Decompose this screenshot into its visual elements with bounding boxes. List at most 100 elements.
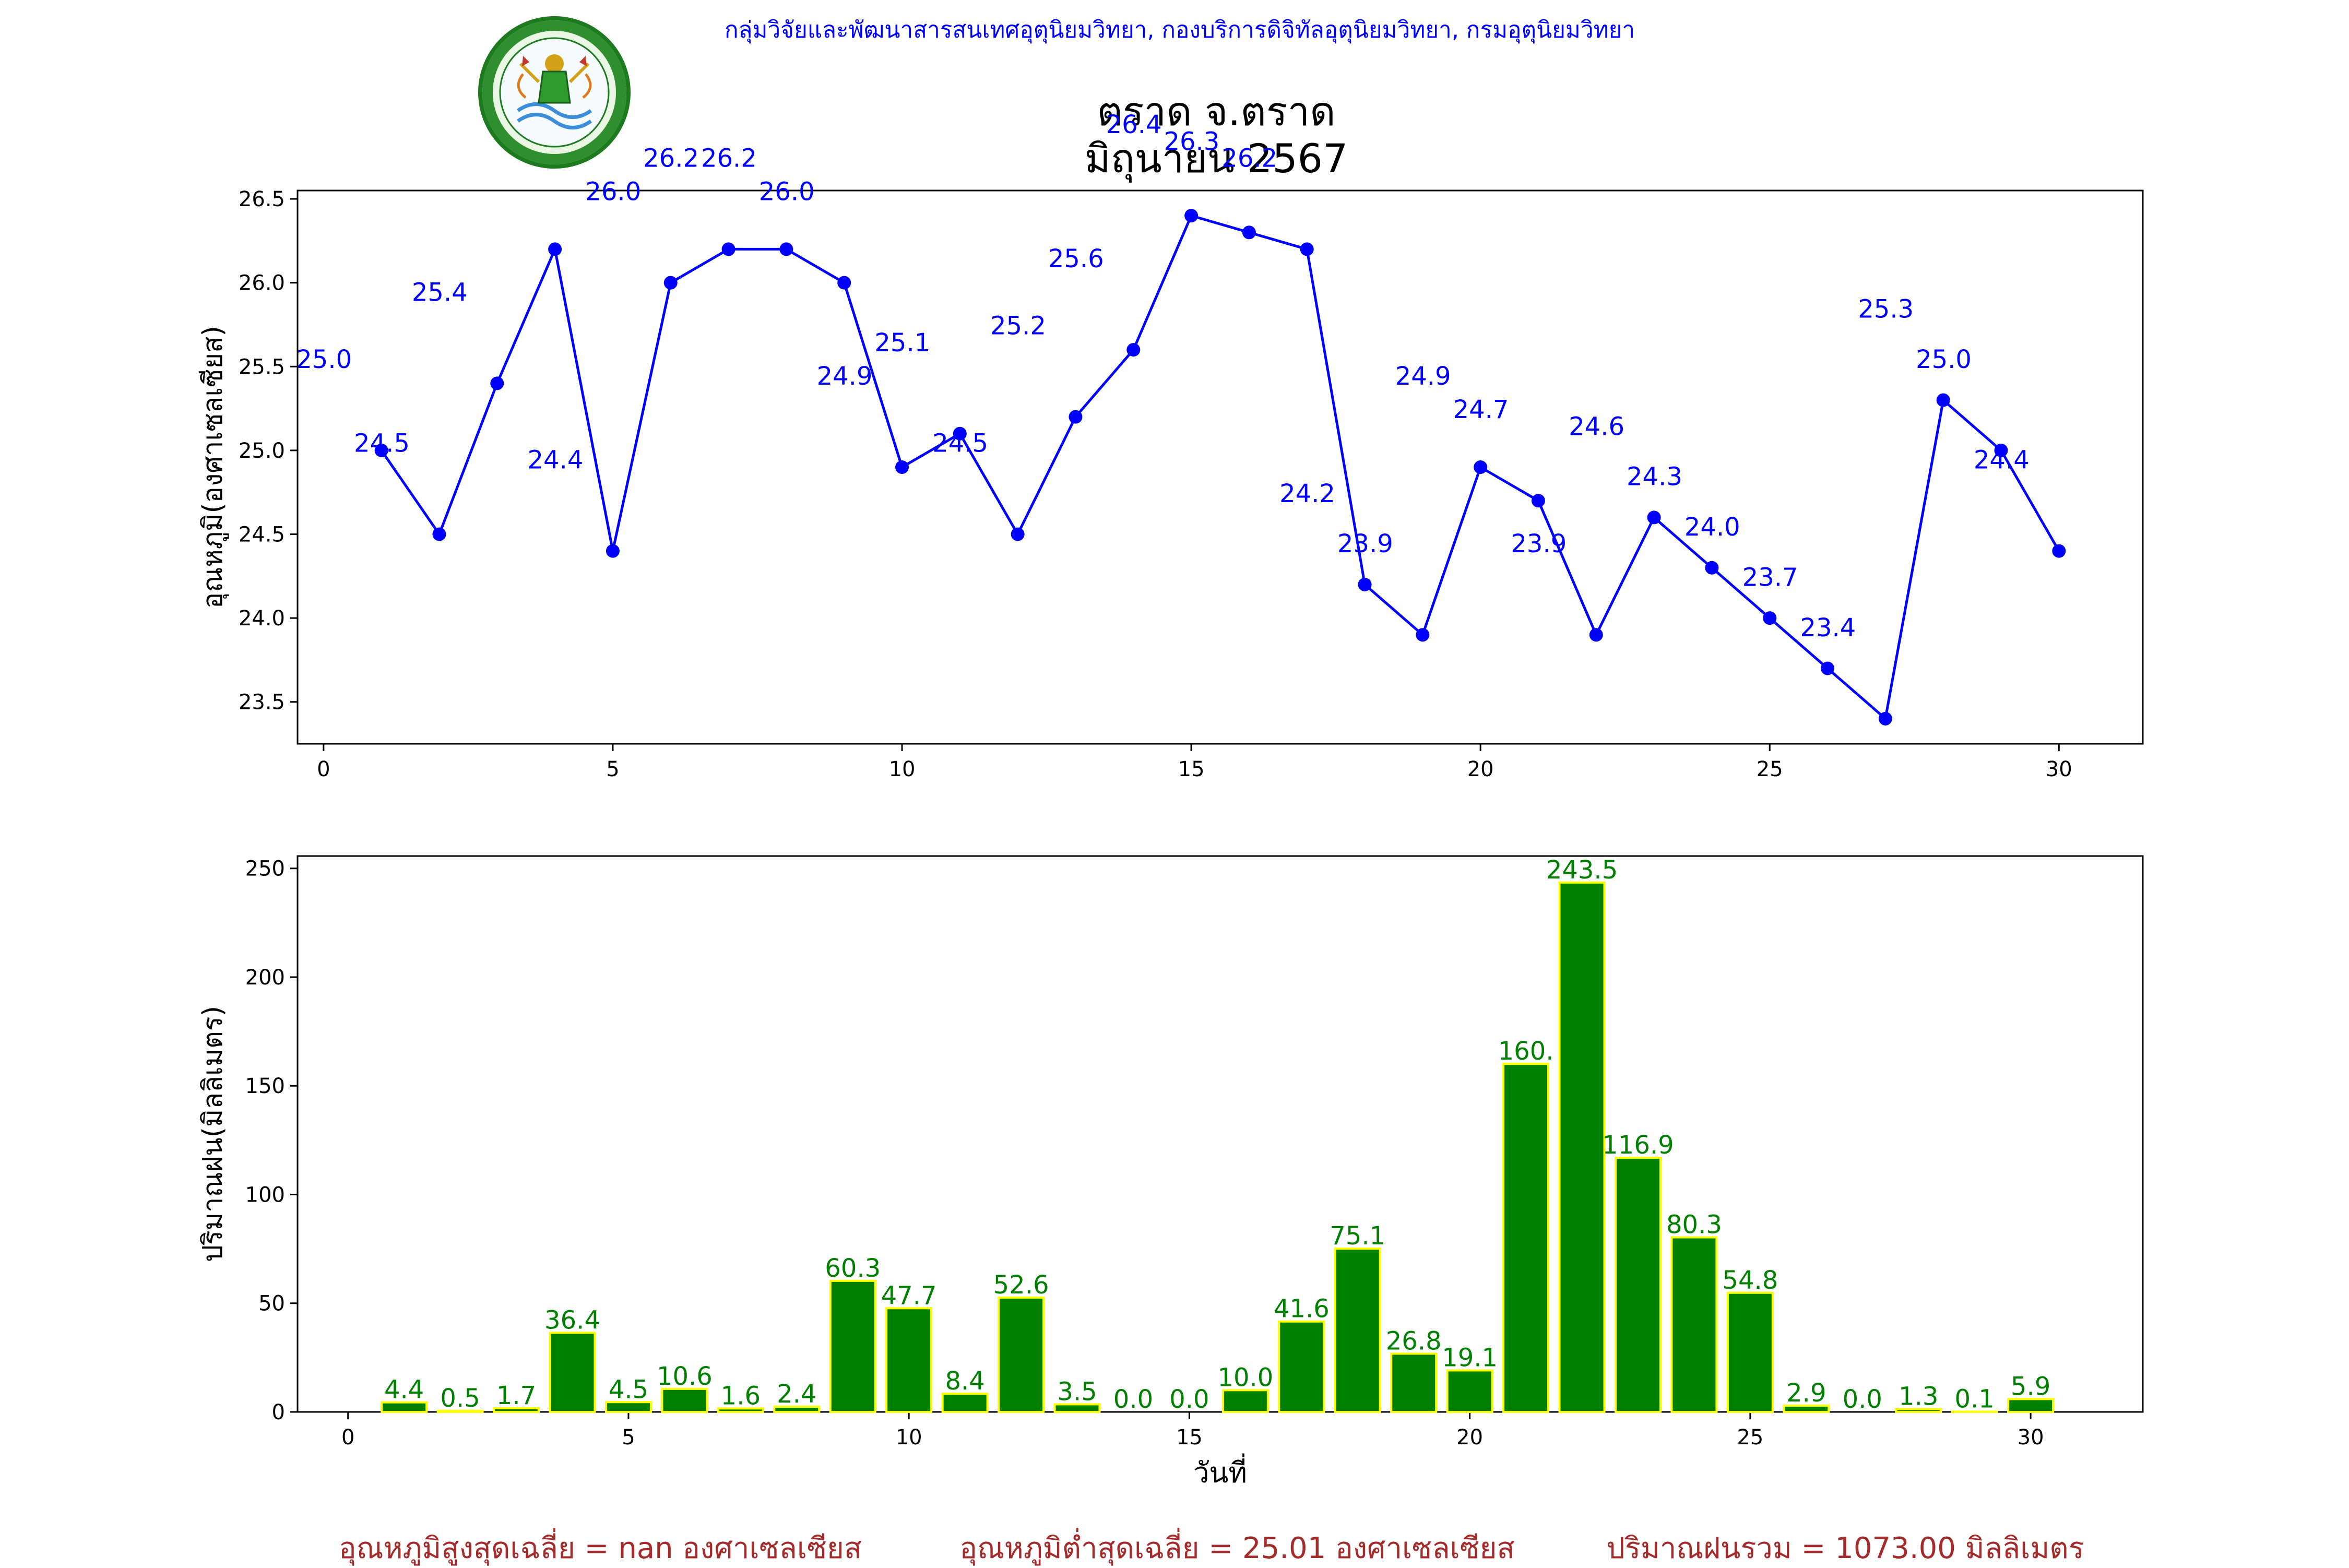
temp-data-label: 26.4 bbox=[1106, 110, 1162, 139]
temp-y-tick-label: 24.0 bbox=[239, 607, 285, 631]
rain-x-tick-label: 20 bbox=[1456, 1426, 1483, 1450]
temp-data-label: 24.7 bbox=[1453, 395, 1509, 424]
rain-data-label: 47.7 bbox=[881, 1281, 937, 1310]
temp-point bbox=[722, 242, 735, 256]
temp-data-label: 25.6 bbox=[1048, 244, 1104, 274]
temp-data-label: 25.4 bbox=[412, 278, 468, 307]
temp-data-label: 26.2 bbox=[701, 144, 757, 173]
temp-series-line bbox=[382, 216, 2059, 719]
temp-x-tick-label: 5 bbox=[606, 757, 619, 781]
rain-data-label: 26.8 bbox=[1386, 1326, 1442, 1356]
rain-data-label: 36.4 bbox=[544, 1305, 600, 1335]
rain-data-label: 60.3 bbox=[825, 1254, 881, 1283]
rain-x-tick-label: 10 bbox=[896, 1426, 922, 1450]
rain-data-label: 0.1 bbox=[1954, 1385, 1994, 1414]
temp-point bbox=[1763, 611, 1776, 625]
rain-data-label: 1.6 bbox=[721, 1381, 761, 1410]
temp-data-label: 26.2 bbox=[643, 144, 699, 173]
temp-point bbox=[1879, 712, 1892, 726]
rain-data-label: 0.0 bbox=[1843, 1385, 1882, 1414]
temp-data-label: 26.0 bbox=[759, 177, 815, 207]
temp-point bbox=[1126, 343, 1140, 357]
temp-point bbox=[1647, 510, 1661, 524]
rain-bar bbox=[1560, 883, 1605, 1412]
temp-point bbox=[1705, 561, 1718, 575]
temp-data-label: 23.9 bbox=[1337, 529, 1393, 559]
temp-data-label: 24.4 bbox=[1974, 446, 2030, 475]
rain-data-label: 116.9 bbox=[1602, 1131, 1674, 1160]
rain-bar bbox=[1616, 1158, 1660, 1412]
rain-data-label: 41.6 bbox=[1274, 1294, 1330, 1324]
temp-y-axis-label: อุณหภูมิ(องศาเซลเซียส) bbox=[197, 326, 229, 609]
temp-point bbox=[1532, 494, 1545, 507]
temp-point bbox=[548, 242, 562, 256]
org-subtitle: กลุ่มวิจัยและพัฒนาสารสนเทศอุตุนิยมวิทยา,… bbox=[725, 17, 1635, 44]
rain-data-label: 3.5 bbox=[1057, 1377, 1097, 1406]
temp-data-label: 24.0 bbox=[1684, 513, 1740, 542]
rain-bar bbox=[1503, 1064, 1548, 1412]
temp-data-label: 24.5 bbox=[932, 429, 988, 458]
temp-y-tick-label: 25.0 bbox=[239, 439, 285, 463]
temp-point bbox=[1937, 394, 1950, 407]
temp-data-label: 24.5 bbox=[354, 429, 410, 458]
temp-point bbox=[1358, 578, 1372, 591]
rain-bar bbox=[550, 1333, 595, 1412]
temp-data-label: 25.2 bbox=[990, 312, 1046, 341]
temp-data-label: 26.0 bbox=[585, 177, 641, 207]
meteorological-department-logo bbox=[480, 18, 628, 167]
rain-x-tick-label: 25 bbox=[1737, 1426, 1763, 1450]
rain-data-label: 4.4 bbox=[384, 1375, 424, 1405]
temp-x-tick-label: 25 bbox=[1757, 757, 1783, 781]
temp-point bbox=[1184, 209, 1198, 222]
rain-data-label: 19.1 bbox=[1442, 1343, 1498, 1372]
rain-bar bbox=[1335, 1249, 1380, 1412]
temp-data-label: 24.9 bbox=[817, 362, 873, 391]
temp-point bbox=[664, 276, 678, 290]
temp-point bbox=[1474, 460, 1487, 474]
rain-y-tick-label: 0 bbox=[272, 1400, 285, 1424]
rain-y-tick-label: 150 bbox=[245, 1074, 285, 1098]
temp-data-label: 25.1 bbox=[874, 328, 930, 358]
rain-data-label: 10.0 bbox=[1217, 1363, 1273, 1392]
temp-data-label: 26.2 bbox=[1221, 144, 1277, 173]
temp-data-label: 23.4 bbox=[1800, 613, 1856, 643]
rain-bar bbox=[943, 1394, 988, 1412]
temp-point bbox=[1300, 242, 1314, 256]
rain-y-tick-label: 50 bbox=[258, 1292, 285, 1316]
rain-data-label: 75.1 bbox=[1330, 1221, 1385, 1251]
temp-data-label: 24.6 bbox=[1569, 412, 1624, 441]
rain-bar bbox=[1223, 1390, 1268, 1412]
rain-bar bbox=[831, 1281, 875, 1412]
rain-data-label: 2.4 bbox=[777, 1380, 816, 1409]
rain-data-label: 54.8 bbox=[1722, 1266, 1778, 1295]
temp-data-label: 23.9 bbox=[1511, 529, 1567, 559]
footer-total-rainfall: ปริมาณฝนรวม = 1073.00 มิลลิเมตร bbox=[1606, 1531, 2084, 1565]
rain-data-label: 8.4 bbox=[945, 1367, 984, 1396]
temp-data-label: 25.0 bbox=[296, 345, 352, 374]
temp-x-tick-label: 20 bbox=[1467, 757, 1494, 781]
temp-point bbox=[1821, 661, 1834, 675]
rain-data-label: 80.3 bbox=[1666, 1210, 1722, 1240]
rain-data-label: 10.6 bbox=[657, 1362, 713, 1391]
temp-y-tick-label: 25.5 bbox=[239, 355, 285, 379]
rain-y-tick-label: 100 bbox=[245, 1183, 285, 1207]
temp-point bbox=[895, 460, 909, 474]
rain-bar bbox=[999, 1298, 1043, 1412]
temp-x-tick-label: 0 bbox=[317, 757, 330, 781]
temp-x-tick-label: 15 bbox=[1178, 757, 1205, 781]
rain-data-label: 160. bbox=[1498, 1037, 1554, 1066]
temp-point bbox=[1416, 628, 1429, 642]
temp-data-label: 25.0 bbox=[1916, 345, 1972, 374]
rain-data-label: 52.6 bbox=[993, 1270, 1049, 1300]
temp-data-label: 24.9 bbox=[1395, 362, 1451, 391]
rain-bar bbox=[1391, 1353, 1436, 1412]
temp-point bbox=[1242, 225, 1256, 239]
temp-point bbox=[2052, 544, 2066, 558]
temp-point bbox=[606, 544, 620, 558]
rain-x-tick-label: 30 bbox=[2018, 1426, 2044, 1450]
rain-data-label: 243.5 bbox=[1546, 856, 1618, 885]
rain-x-tick-label: 15 bbox=[1176, 1426, 1203, 1450]
temp-point bbox=[1011, 527, 1025, 541]
